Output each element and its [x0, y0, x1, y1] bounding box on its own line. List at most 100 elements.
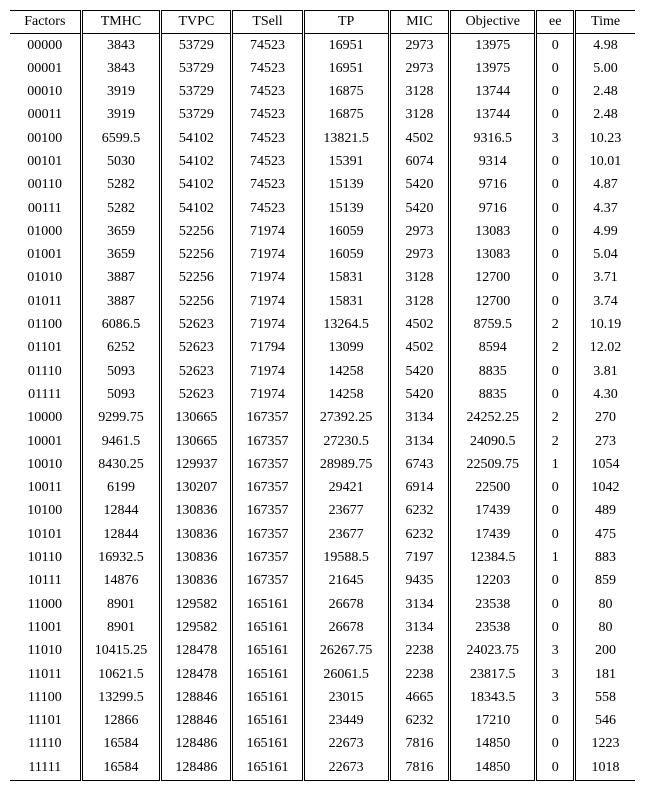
- table-cell: 2.48: [575, 81, 635, 104]
- table-cell: 3659: [81, 244, 161, 267]
- table-cell: 71974: [232, 360, 303, 383]
- table-cell: 2973: [389, 57, 449, 80]
- table-cell: 00111: [10, 197, 81, 220]
- col-header: Objective: [450, 11, 536, 34]
- table-cell: 3887: [81, 267, 161, 290]
- table-cell: 22500: [450, 477, 536, 500]
- table-cell: 0: [536, 733, 575, 756]
- table-cell: 01001: [10, 244, 81, 267]
- table-cell: 22509.75: [450, 453, 536, 476]
- table-row: 11001890112958216516126678313423538080: [10, 616, 635, 639]
- table-cell: 11100: [10, 686, 81, 709]
- table-cell: 0: [536, 500, 575, 523]
- table-cell: 27230.5: [303, 430, 389, 453]
- table-row: 01010388752256719741583131281270003.71: [10, 267, 635, 290]
- table-cell: 24090.5: [450, 430, 536, 453]
- table-cell: 12844: [81, 523, 161, 546]
- table-cell: 6232: [389, 710, 449, 733]
- table-cell: 71974: [232, 290, 303, 313]
- table-cell: 01011: [10, 290, 81, 313]
- table-cell: 128478: [161, 640, 232, 663]
- table-cell: 546: [575, 710, 635, 733]
- table-cell: 129582: [161, 593, 232, 616]
- table-cell: 0: [536, 383, 575, 406]
- table-cell: 12203: [450, 570, 536, 593]
- table-cell: 54102: [161, 197, 232, 220]
- table-cell: 00100: [10, 127, 81, 150]
- table-cell: 3: [536, 686, 575, 709]
- table-row: 1001161991302071673572942169142250001042: [10, 477, 635, 500]
- table-cell: 3: [536, 663, 575, 686]
- table-cell: 14850: [450, 756, 536, 780]
- table-cell: 1042: [575, 477, 635, 500]
- table-cell: 165161: [232, 593, 303, 616]
- table-cell: 3.71: [575, 267, 635, 290]
- table-row: 0111150935262371974142585420883504.30: [10, 383, 635, 406]
- table-row: 1111116584128486165161226737816148500101…: [10, 756, 635, 780]
- table-cell: 12866: [81, 710, 161, 733]
- table-cell: 3134: [389, 407, 449, 430]
- table-cell: 71974: [232, 220, 303, 243]
- table-cell: 22673: [303, 756, 389, 780]
- table-cell: 01101: [10, 337, 81, 360]
- table-cell: 12.02: [575, 337, 635, 360]
- table-cell: 14258: [303, 360, 389, 383]
- table-cell: 54102: [161, 127, 232, 150]
- table-cell: 6599.5: [81, 127, 161, 150]
- table-cell: 1054: [575, 453, 635, 476]
- table-cell: 0: [536, 290, 575, 313]
- table-cell: 16875: [303, 104, 389, 127]
- table-cell: 11111: [10, 756, 81, 780]
- table-row: 01011388752256719741583131281270003.74: [10, 290, 635, 313]
- table-cell: 6232: [389, 500, 449, 523]
- table-cell: 2973: [389, 34, 449, 58]
- table-cell: 15139: [303, 174, 389, 197]
- table-cell: 3.74: [575, 290, 635, 313]
- table-cell: 8759.5: [450, 314, 536, 337]
- header-row: Factors TMHC TVPC TSell TP MIC Objective…: [10, 11, 635, 34]
- table-cell: 74523: [232, 174, 303, 197]
- table-cell: 8901: [81, 616, 161, 639]
- table-cell: 3919: [81, 104, 161, 127]
- table-cell: 18343.5: [450, 686, 536, 709]
- table-cell: 2: [536, 407, 575, 430]
- table-cell: 3919: [81, 81, 161, 104]
- table-cell: 53729: [161, 104, 232, 127]
- table-cell: 53729: [161, 81, 232, 104]
- table-cell: 8430.25: [81, 453, 161, 476]
- table-cell: 165161: [232, 663, 303, 686]
- table-cell: 53729: [161, 34, 232, 58]
- table-cell: 17439: [450, 523, 536, 546]
- table-cell: 4502: [389, 127, 449, 150]
- table-cell: 3659: [81, 220, 161, 243]
- table-cell: 23817.5: [450, 663, 536, 686]
- table-cell: 130665: [161, 430, 232, 453]
- table-cell: 24023.75: [450, 640, 536, 663]
- table-cell: 11110: [10, 733, 81, 756]
- table-cell: 52256: [161, 244, 232, 267]
- table-cell: 16951: [303, 34, 389, 58]
- table-cell: 475: [575, 523, 635, 546]
- table-cell: 54102: [161, 150, 232, 173]
- table-cell: 5282: [81, 197, 161, 220]
- table-cell: 10011: [10, 477, 81, 500]
- table-cell: 9314: [450, 150, 536, 173]
- table-cell: 2238: [389, 663, 449, 686]
- table-cell: 19588.5: [303, 547, 389, 570]
- table-cell: 12700: [450, 290, 536, 313]
- table-cell: 273: [575, 430, 635, 453]
- table-cell: 29421: [303, 477, 389, 500]
- table-cell: 27392.25: [303, 407, 389, 430]
- table-row: 100108430.2512993716735728989.7567432250…: [10, 453, 635, 476]
- table-cell: 0: [536, 244, 575, 267]
- table-cell: 13821.5: [303, 127, 389, 150]
- table-cell: 00000: [10, 34, 81, 58]
- table-cell: 6252: [81, 337, 161, 360]
- table-cell: 74523: [232, 150, 303, 173]
- table-cell: 3: [536, 127, 575, 150]
- table-cell: 71974: [232, 244, 303, 267]
- table-row: 00001384353729745231695129731397505.00: [10, 57, 635, 80]
- table-cell: 01000: [10, 220, 81, 243]
- table-cell: 165161: [232, 616, 303, 639]
- table-row: 1111016584128486165161226737816148500122…: [10, 733, 635, 756]
